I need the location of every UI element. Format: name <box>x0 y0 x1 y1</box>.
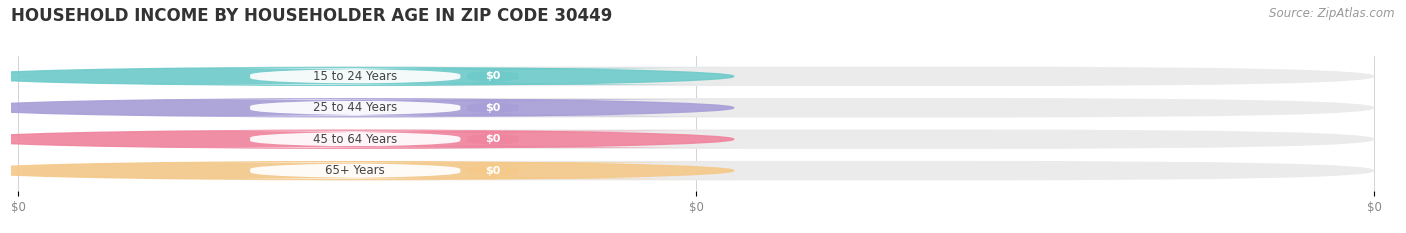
FancyBboxPatch shape <box>18 98 1375 117</box>
Text: $0: $0 <box>485 166 501 176</box>
FancyBboxPatch shape <box>18 161 1375 180</box>
FancyBboxPatch shape <box>162 68 548 85</box>
Text: 45 to 64 Years: 45 to 64 Years <box>314 133 398 146</box>
Circle shape <box>0 67 734 85</box>
FancyBboxPatch shape <box>18 67 1375 86</box>
Circle shape <box>0 99 734 117</box>
FancyBboxPatch shape <box>247 68 738 85</box>
FancyBboxPatch shape <box>162 162 548 179</box>
FancyBboxPatch shape <box>18 130 1375 149</box>
Text: 15 to 24 Years: 15 to 24 Years <box>314 70 398 83</box>
Text: HOUSEHOLD INCOME BY HOUSEHOLDER AGE IN ZIP CODE 30449: HOUSEHOLD INCOME BY HOUSEHOLDER AGE IN Z… <box>11 7 613 25</box>
FancyBboxPatch shape <box>247 131 738 148</box>
Circle shape <box>0 130 734 148</box>
FancyBboxPatch shape <box>247 99 738 116</box>
FancyBboxPatch shape <box>162 131 548 148</box>
Text: 25 to 44 Years: 25 to 44 Years <box>314 101 398 114</box>
Text: $0: $0 <box>485 103 501 113</box>
Text: Source: ZipAtlas.com: Source: ZipAtlas.com <box>1270 7 1395 20</box>
Text: $0: $0 <box>485 71 501 81</box>
Circle shape <box>0 162 734 180</box>
Text: 65+ Years: 65+ Years <box>325 164 385 177</box>
FancyBboxPatch shape <box>162 99 548 116</box>
FancyBboxPatch shape <box>247 162 738 179</box>
Text: $0: $0 <box>485 134 501 144</box>
